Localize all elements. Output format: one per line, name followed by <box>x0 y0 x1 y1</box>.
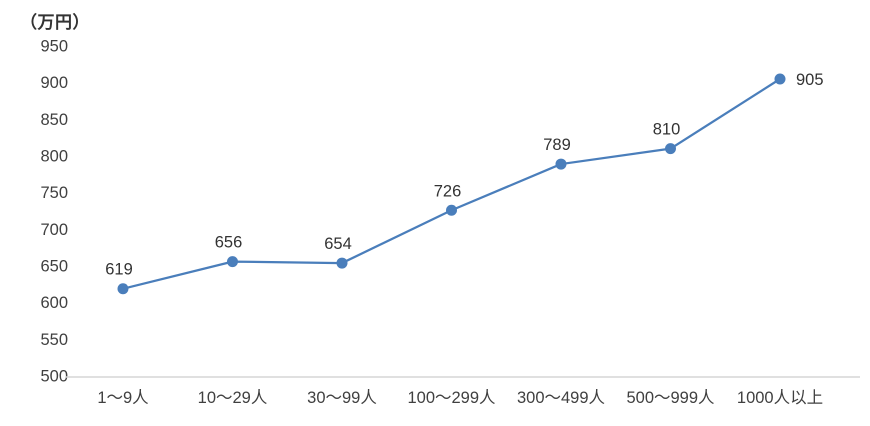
x-axis-tick-label: 300〜499人 <box>517 388 605 407</box>
y-axis-unit-label: （万円） <box>20 13 90 32</box>
data-point <box>117 283 129 295</box>
x-axis-tick-label: 10〜29人 <box>198 388 268 407</box>
y-axis-tick-label: 750 <box>40 184 68 202</box>
y-axis-tick-label: 700 <box>40 221 68 239</box>
y-axis-tick-label: 500 <box>40 368 68 386</box>
x-axis-tick-label: 1〜9人 <box>97 388 148 407</box>
data-point <box>446 204 457 216</box>
x-axis-tick-label: 100〜299人 <box>407 388 495 407</box>
data-point <box>336 257 348 269</box>
data-label: 656 <box>215 234 243 252</box>
data-point <box>774 73 786 85</box>
x-axis-tick-label: 500〜999人 <box>626 388 714 407</box>
y-axis-tick-label: 900 <box>40 74 68 92</box>
data-point <box>665 143 676 155</box>
data-point <box>555 158 567 170</box>
data-label: 619 <box>105 261 133 279</box>
y-axis-tick-label: 800 <box>40 148 68 166</box>
y-axis-tick-label: 950 <box>40 38 68 56</box>
data-label: 726 <box>434 182 462 200</box>
x-axis-tick-label: 30〜99人 <box>307 388 377 407</box>
x-axis-tick-label: 1000人以上 <box>737 388 823 407</box>
y-axis-tick-label: 600 <box>40 294 68 312</box>
data-label: 810 <box>653 121 681 139</box>
y-axis-tick-label: 550 <box>40 331 68 349</box>
data-point <box>227 256 238 268</box>
y-axis-tick-label: 650 <box>40 258 68 276</box>
y-axis-tick-label: 850 <box>40 111 68 129</box>
data-label: 789 <box>543 136 571 154</box>
data-label: 654 <box>324 235 352 253</box>
data-label: 905 <box>796 71 824 89</box>
